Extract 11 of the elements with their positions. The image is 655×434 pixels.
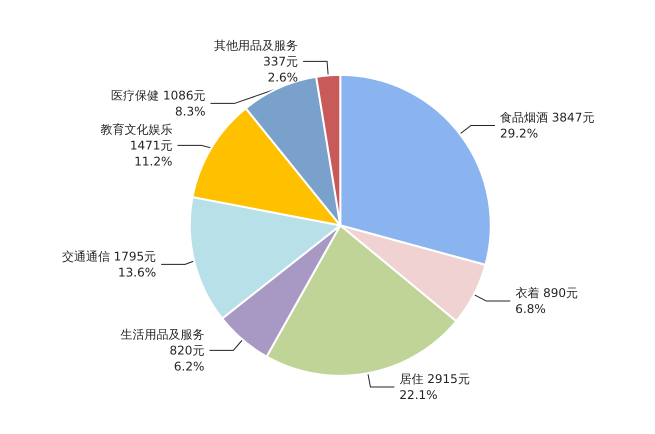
slice-label: 衣着 890元 6.8% [515, 286, 578, 316]
slice-label: 食品烟酒 3847元 29.2% [500, 110, 594, 140]
data-label: 1471元 11.2% [130, 138, 172, 168]
slice-label: 生活用品及服务 [120, 327, 204, 342]
data-label: 820元 6.2% [170, 343, 204, 374]
slice-label: 教育文化娱乐 [100, 122, 172, 136]
slice-label: 医疗保健 1086元 8.3% [111, 88, 206, 118]
slice-label: 居住 2915元 22.1% [399, 372, 470, 402]
slice-label: 其他用品及服务 [214, 38, 298, 52]
data-label: 337元 2.6% [263, 54, 298, 84]
slice-label: 交通通信 1795元 13.6% [62, 249, 156, 280]
